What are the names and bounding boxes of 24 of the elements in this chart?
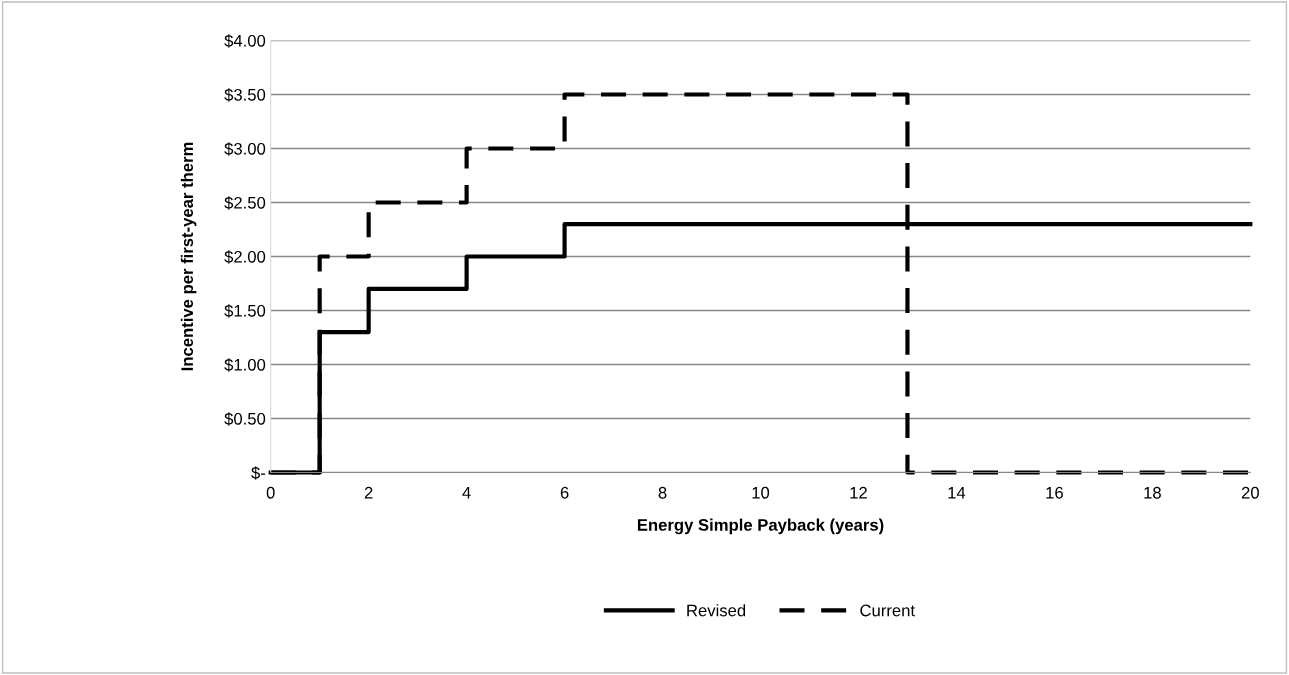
y-axis-title: Incentive per first-year therm xyxy=(180,142,197,371)
y-tick-label: $2.00 xyxy=(224,250,266,264)
x-tick-label: 14 xyxy=(948,487,966,499)
x-tick-label: 18 xyxy=(1144,486,1161,499)
x-tick-label: 6 xyxy=(560,486,569,499)
x-tick-label: 8 xyxy=(658,486,667,499)
y-tick-label: $2.50 xyxy=(224,196,266,210)
x-tick-label: 16 xyxy=(1046,486,1063,499)
x-tick-label: 4 xyxy=(462,487,471,499)
x-tick-label: 2 xyxy=(364,486,373,499)
y-tick-label: $0.50 xyxy=(224,412,266,426)
x-tick-label: 10 xyxy=(752,486,770,499)
y-tick-label: $3.50 xyxy=(224,88,266,102)
x-tick-label: 0 xyxy=(266,486,275,499)
legend-label: Current xyxy=(860,604,915,617)
y-tick-label: $3.00 xyxy=(224,142,266,156)
y-tick-label: $1.50 xyxy=(224,304,266,318)
y-tick-label: $4.00 xyxy=(224,34,266,48)
legend-label: Revised xyxy=(687,604,746,617)
x-axis-title: Energy Simple Payback (years) xyxy=(637,518,884,535)
y-tick-label: $1.00 xyxy=(224,358,266,372)
x-tick-label: 20 xyxy=(1241,486,1259,499)
x-tick-label: 12 xyxy=(850,486,867,499)
y-tick-label: $- xyxy=(251,466,266,480)
